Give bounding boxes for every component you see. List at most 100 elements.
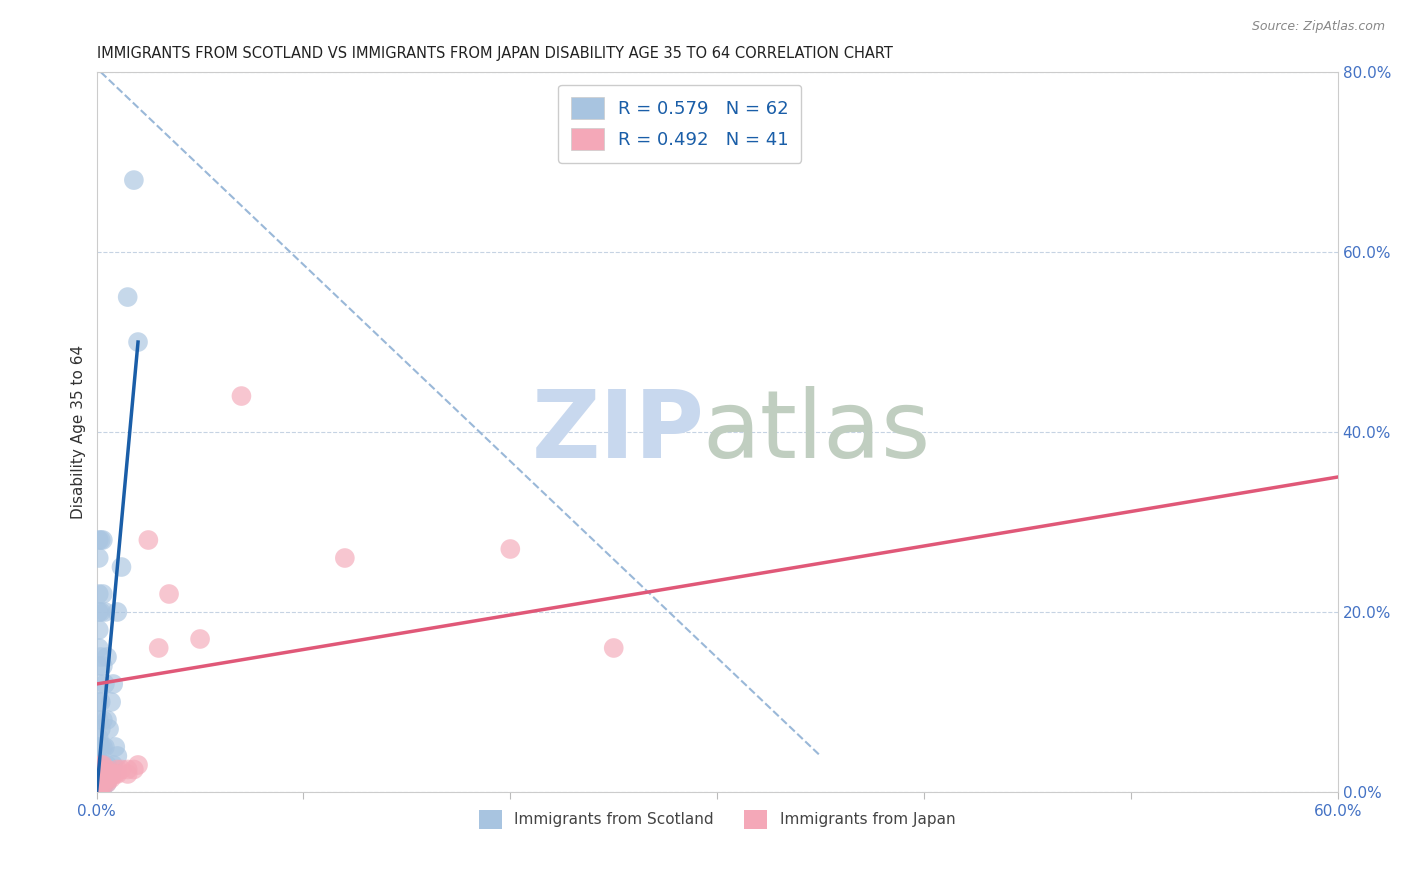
Point [87,776,110,790]
Text: Source: ZipAtlas.com: Source: ZipAtlas.com [1251,20,1385,33]
Point [87,774,110,789]
Point [87,758,110,772]
Point [117,290,139,304]
Point [87,533,110,547]
Text: atlas: atlas [703,386,931,478]
Point [87,623,110,637]
Point [138,533,160,547]
Point [90,780,112,795]
Point [87,551,110,566]
Point [94,677,117,691]
Point [122,173,145,187]
Point [94,739,117,754]
Point [90,776,112,790]
Point [87,778,110,792]
Point [98,767,121,781]
Point [91,780,114,795]
Point [96,763,118,777]
Point [105,605,128,619]
Point [94,767,117,781]
Point [91,758,114,772]
Point [91,776,114,790]
Point [90,695,112,709]
Point [87,587,110,601]
Point [100,767,122,781]
Point [90,722,112,736]
Point [87,772,110,786]
Point [110,560,132,574]
Point [86,780,108,795]
Point [96,713,118,727]
Point [117,767,139,781]
Point [188,632,211,646]
Text: ZIP: ZIP [531,386,704,478]
Point [96,776,118,790]
Point [117,763,139,777]
Point [91,587,114,601]
Point [91,533,114,547]
Point [96,650,118,665]
Point [94,772,117,786]
Point [90,776,112,790]
Point [91,713,114,727]
Point [603,640,626,655]
Point [333,551,356,566]
Point [94,776,117,790]
Point [87,605,110,619]
Point [87,763,110,777]
Point [87,731,110,745]
Point [90,533,112,547]
Point [87,763,110,777]
Point [90,767,112,781]
Point [110,763,132,777]
Point [91,767,114,781]
Point [127,334,149,349]
Point [90,763,112,777]
Point [90,650,112,665]
Legend: Immigrants from Scotland, Immigrants from Japan: Immigrants from Scotland, Immigrants fro… [472,804,962,835]
Point [105,767,128,781]
Y-axis label: Disability Age 35 to 64: Disability Age 35 to 64 [72,345,86,519]
Point [87,772,110,786]
Point [100,772,122,786]
Point [122,763,145,777]
Point [96,767,118,781]
Point [105,763,128,777]
Point [90,763,112,777]
Point [90,758,112,772]
Point [90,605,112,619]
Point [104,739,127,754]
Point [87,677,110,691]
Point [231,389,253,403]
Point [94,767,117,781]
Point [91,739,114,754]
Point [98,722,121,736]
Point [87,767,110,781]
Point [87,739,110,754]
Point [98,767,121,781]
Point [87,713,110,727]
Point [87,767,110,781]
Point [104,767,127,781]
Point [87,754,110,768]
Point [103,677,125,691]
Point [100,767,122,781]
Point [157,587,180,601]
Point [91,776,114,790]
Point [90,780,112,795]
Point [103,758,125,772]
Point [96,758,118,772]
Point [94,776,117,790]
Point [87,780,110,795]
Point [105,748,128,763]
Point [91,659,114,673]
Point [87,640,110,655]
Text: IMMIGRANTS FROM SCOTLAND VS IMMIGRANTS FROM JAPAN DISABILITY AGE 35 TO 64 CORREL: IMMIGRANTS FROM SCOTLAND VS IMMIGRANTS F… [97,46,893,62]
Point [90,767,112,781]
Point [90,772,112,786]
Point [148,640,170,655]
Point [87,659,110,673]
Point [103,767,125,781]
Point [87,695,110,709]
Point [91,772,114,786]
